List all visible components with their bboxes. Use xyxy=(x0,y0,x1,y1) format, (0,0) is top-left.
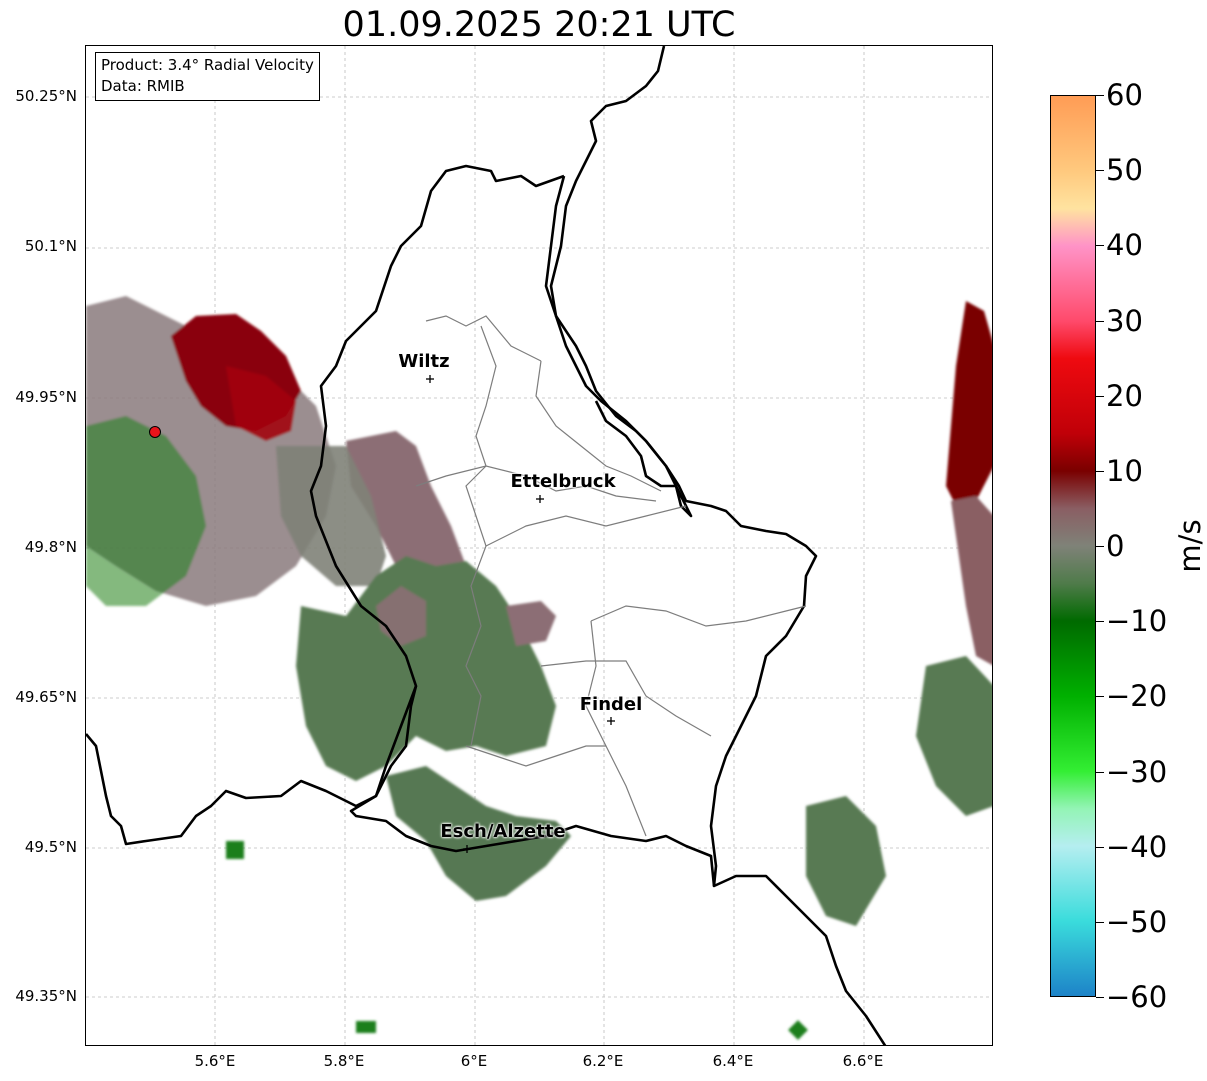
map-canvas xyxy=(86,46,992,1045)
lat-label: 49.65°N xyxy=(15,688,77,706)
lat-label: 50.1°N xyxy=(24,237,77,255)
echo-mauve-patch xyxy=(506,601,556,646)
echo-south-green-2 xyxy=(386,766,571,901)
lat-label: 49.8°N xyxy=(24,538,77,556)
map-title: 01.09.2025 20:21 UTC xyxy=(342,5,736,45)
data-source-label: Data: RMIB xyxy=(101,77,185,95)
lon-label: 6.6°E xyxy=(842,1052,884,1070)
colorbar-tick-label: 50 xyxy=(1106,153,1143,188)
city-marker-esch xyxy=(463,845,471,853)
colorbar-tick-label: 40 xyxy=(1106,228,1143,263)
radar-site-marker xyxy=(149,426,161,438)
colorbar-tick xyxy=(1096,997,1104,998)
product-label: Product: 3.4° Radial Velocity xyxy=(101,56,314,74)
border-lux-south xyxy=(349,685,716,887)
radar-map[interactable] xyxy=(85,45,993,1046)
velocity-colorbar xyxy=(1050,95,1096,997)
echo-spot xyxy=(788,1020,808,1040)
colorbar-tick-label: 30 xyxy=(1106,303,1143,338)
colorbar-tick-label: −20 xyxy=(1106,679,1168,714)
colorbar-tick xyxy=(1096,395,1104,397)
city-markers xyxy=(426,375,615,853)
echo-near-radar-green xyxy=(86,416,206,606)
border-lux-west xyxy=(86,164,565,846)
border-lux-east xyxy=(544,175,887,1045)
product-info-box: Product: 3.4° Radial Velocity Data: RMIB xyxy=(95,52,320,101)
colorbar-tick xyxy=(1096,320,1104,322)
border-west-belgium xyxy=(549,46,693,518)
colorbar-tick xyxy=(1096,771,1104,773)
city-marker-wiltz xyxy=(426,375,434,383)
lon-label: 5.8°E xyxy=(323,1052,365,1070)
colorbar-tick-label: 60 xyxy=(1106,78,1143,112)
colorbar-tick-label: −30 xyxy=(1106,754,1168,789)
country-borders xyxy=(86,46,887,1045)
colorbar-tick xyxy=(1096,470,1104,472)
echo-se-green xyxy=(806,796,886,926)
lon-label: 6.4°E xyxy=(712,1052,754,1070)
city-marker-ettelbruck xyxy=(536,495,544,503)
lon-label: 6.2°E xyxy=(582,1052,624,1070)
echo-east-green xyxy=(916,656,992,816)
colorbar-tick xyxy=(1096,245,1104,247)
lon-label: 6°E xyxy=(460,1052,488,1070)
colorbar-tick-label: 0 xyxy=(1106,529,1125,563)
colorbar-tick-label: −40 xyxy=(1106,829,1168,864)
echo-spot xyxy=(226,841,244,859)
colorbar-tick xyxy=(1096,95,1104,96)
echo-band-grey xyxy=(276,446,386,586)
echo-east-darkred xyxy=(946,301,992,516)
canton-borders xyxy=(415,315,807,837)
colorbar-tick xyxy=(1096,170,1104,172)
echo-band-brownish xyxy=(346,431,466,606)
colorbar-tick-label: 20 xyxy=(1106,378,1143,413)
echo-east-brown xyxy=(951,496,992,665)
lat-label: 50.25°N xyxy=(15,87,77,105)
colorbar-tick xyxy=(1096,846,1104,848)
colorbar-tick xyxy=(1096,546,1104,547)
colorbar-tick-label: −60 xyxy=(1106,980,1168,1014)
city-label-findel: Findel xyxy=(579,694,643,715)
colorbar-unit-label: m/s xyxy=(1173,519,1207,573)
radar-echoes xyxy=(86,296,992,1040)
lat-label: 49.35°N xyxy=(15,987,77,1005)
colorbar-tick-label: −50 xyxy=(1106,904,1168,939)
lat-label: 49.5°N xyxy=(24,838,77,856)
city-marker-findel xyxy=(607,717,615,725)
lon-label: 5.6°E xyxy=(194,1052,236,1070)
colorbar-tick xyxy=(1096,621,1104,623)
echo-south-green xyxy=(296,556,556,781)
colorbar-tick xyxy=(1096,696,1104,698)
colorbar-tick xyxy=(1096,921,1104,923)
city-label-wiltz: Wiltz xyxy=(398,351,450,372)
city-label-esch: Esch/Alzette xyxy=(440,821,566,842)
echo-north-red-2 xyxy=(226,366,296,441)
echo-spot xyxy=(356,1021,376,1033)
city-label-ettelbruck: Ettelbruck xyxy=(510,471,616,492)
lat-label: 49.95°N xyxy=(15,388,77,406)
colorbar-tick-label: 10 xyxy=(1106,453,1143,488)
colorbar-tick-label: −10 xyxy=(1106,604,1168,639)
